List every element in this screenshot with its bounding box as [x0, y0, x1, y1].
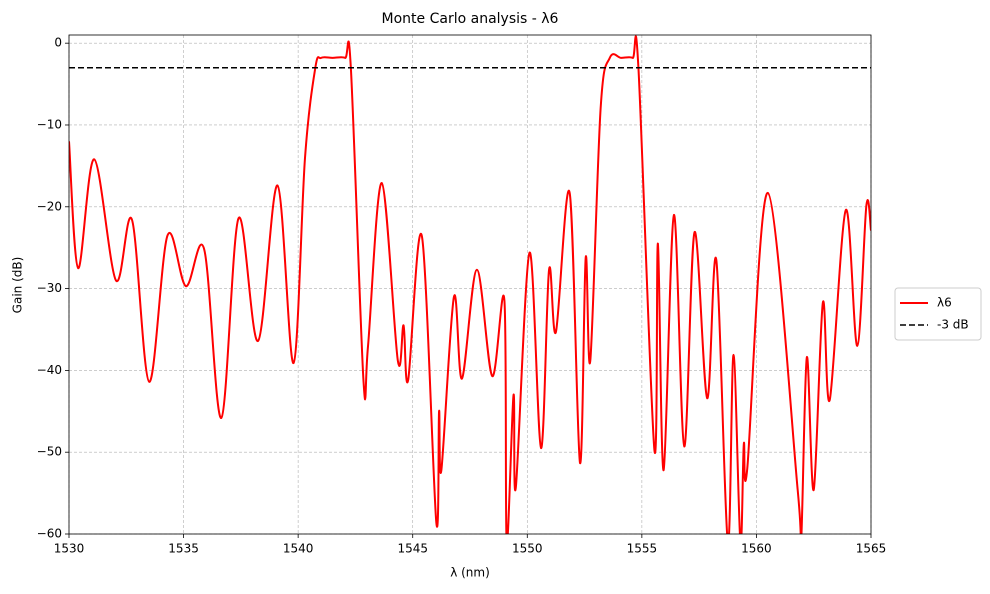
legend-label: λ6 [937, 296, 952, 310]
legend-box [894, 287, 982, 341]
chart-title: Monte Carlo analysis - λ6 [382, 11, 559, 27]
y-tick-label: −10 [37, 117, 62, 131]
y-tick-label: −20 [37, 199, 62, 213]
plot-area [69, 35, 871, 534]
y-tick-label: −60 [37, 527, 62, 541]
legend: λ6 -3 dB [894, 287, 982, 341]
y-tick-label: −40 [37, 363, 62, 377]
y-tick-label: −30 [37, 281, 62, 295]
x-tick-label: 1540 [283, 542, 314, 556]
y-tick-label: −50 [37, 445, 62, 459]
x-tick-label: 1530 [54, 542, 85, 556]
legend-label: -3 dB [937, 318, 969, 332]
line-series [69, 35, 871, 534]
grid [68, 35, 872, 535]
x-tick-label: 1545 [397, 542, 428, 556]
x-axis-label: λ (nm) [450, 566, 490, 580]
x-tick-label: 1535 [168, 542, 199, 556]
y-axis-label: Gain (dB) [11, 257, 25, 314]
y-tick-label: 0 [54, 36, 62, 50]
x-tick-label: 1555 [627, 542, 658, 556]
plot-frame [68, 34, 872, 535]
x-tick-label: 1565 [856, 542, 887, 556]
x-tick-label: 1550 [512, 542, 543, 556]
x-tick-label: 1560 [741, 542, 772, 556]
